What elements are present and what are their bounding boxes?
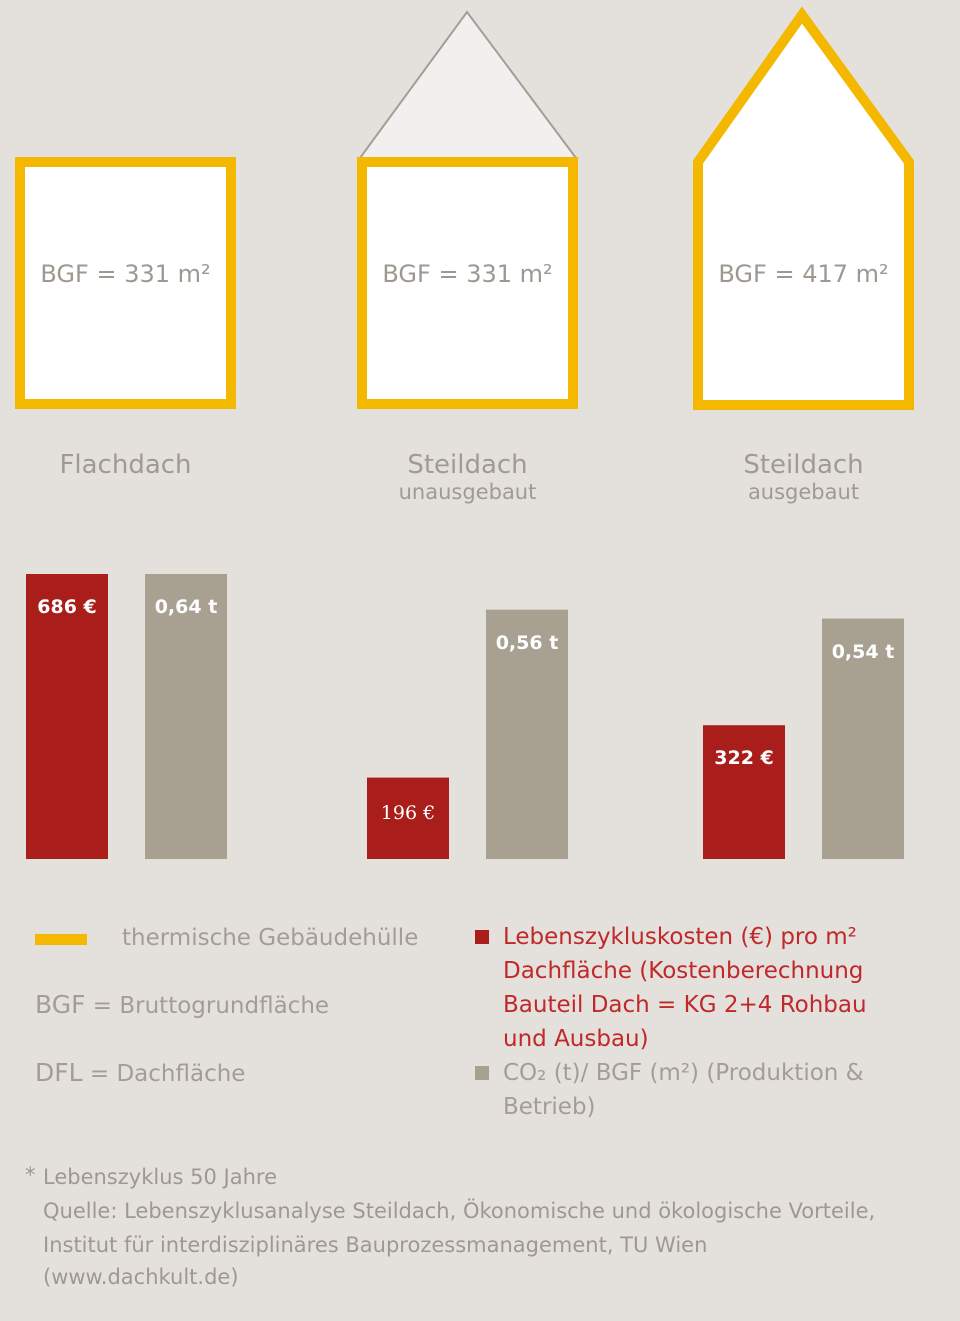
bar-data-label: 0,64 t bbox=[154, 596, 218, 618]
bar-data-label: 322 € bbox=[714, 747, 774, 770]
cost-bar bbox=[703, 725, 785, 859]
footnote-source: Quelle: Lebenszyklusanalyse Steildach, Ö… bbox=[43, 1199, 876, 1223]
house-label: Flachdach bbox=[59, 450, 192, 480]
co2-swatch bbox=[475, 1066, 489, 1080]
bar-chart bbox=[26, 574, 904, 859]
footnote-url: (www.dachkult.de) bbox=[43, 1265, 239, 1289]
footnote-institute: Institut für interdisziplinäres Bauproze… bbox=[43, 1233, 708, 1257]
legend-cost-line: Bauteil Dach = KG 2+4 Rohbau bbox=[503, 992, 867, 1018]
cost-bar bbox=[367, 777, 449, 859]
house-steildach-unausgebaut-envelope bbox=[357, 157, 578, 409]
legend-dfl-def: = Dachfläche bbox=[89, 1061, 246, 1087]
legend-cost-line: Dachfläche (Kostenberechnung bbox=[503, 958, 864, 984]
house-diagrams bbox=[15, 6, 914, 410]
house-sublabel: unausgebaut bbox=[398, 480, 537, 504]
legend-bgf: BGF = Bruttogrundfläche bbox=[35, 988, 329, 1023]
house-bgf-value: BGF = 331 m² bbox=[40, 260, 211, 288]
co2-bar bbox=[486, 609, 568, 859]
legend-co2-line: Betrieb) bbox=[503, 1094, 596, 1120]
footnote-star: * bbox=[25, 1163, 36, 1187]
bar-data-label: 0,56 t bbox=[495, 631, 559, 654]
legend-dfl: DFL = Dachfläche bbox=[35, 1056, 245, 1091]
cost-swatch bbox=[475, 930, 489, 944]
legend-bgf-def: = Bruttogrundfläche bbox=[92, 993, 330, 1019]
legend-bgf-abbr: BGF bbox=[35, 990, 86, 1019]
bar-data-label: 0,54 t bbox=[831, 640, 895, 663]
house-bgf-value: BGF = 331 m² bbox=[382, 260, 553, 288]
house-label: Steildach bbox=[407, 450, 528, 480]
legend-cost: Lebenszykluskosten (€) pro m² Dachfläche… bbox=[503, 920, 867, 1056]
house-steildach-ausgebaut-envelope bbox=[693, 6, 914, 410]
co2-bar bbox=[145, 574, 227, 859]
legend-co2: CO₂ (t)/ BGF (m²) (Produktion & Betrieb) bbox=[503, 1056, 864, 1124]
legend-dfl-abbr: DFL bbox=[35, 1058, 83, 1087]
legend-envelope: thermische Gebäudehülle bbox=[122, 925, 419, 951]
legend-co2-line: CO₂ (t)/ BGF (m²) (Produktion & bbox=[503, 1060, 864, 1086]
co2-bar bbox=[822, 618, 904, 859]
bar-data-label: 196 € bbox=[380, 801, 436, 824]
house-sublabel: ausgebaut bbox=[747, 480, 860, 504]
house-label: Steildach bbox=[743, 450, 864, 480]
legend-cost-line: und Ausbau) bbox=[503, 1026, 649, 1052]
footnote-line: Lebenszyklus 50 Jahre bbox=[43, 1165, 277, 1189]
bar-data-label: 686 € bbox=[37, 596, 97, 618]
envelope-swatch bbox=[35, 934, 87, 945]
house-bgf-value: BGF = 417 m² bbox=[718, 260, 889, 288]
legend-cost-line: Lebenszykluskosten (€) pro m² bbox=[503, 924, 857, 950]
house-flachdach-envelope bbox=[15, 157, 236, 409]
cost-bar bbox=[26, 574, 108, 859]
